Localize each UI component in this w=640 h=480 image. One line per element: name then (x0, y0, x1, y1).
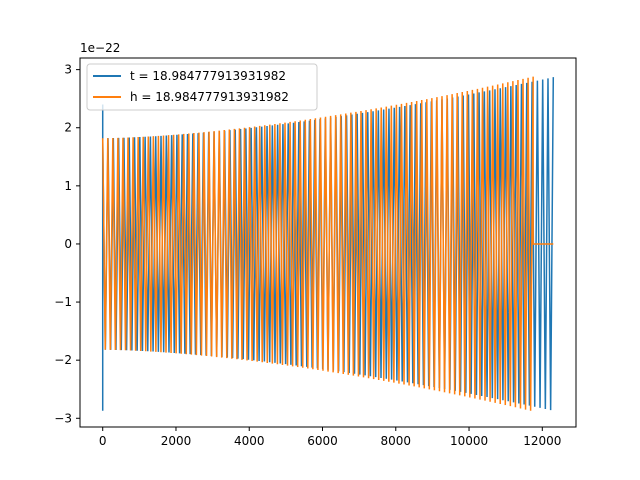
y-tick-label: −3 (54, 411, 72, 425)
legend: t = 18.984777913931982 h = 18.98477791393… (86, 63, 318, 111)
y-tick-label: 1 (64, 179, 72, 193)
series-h (101, 76, 554, 411)
y-offset-label: 1e−22 (80, 41, 120, 55)
y-tick-label: 0 (64, 237, 72, 251)
legend-label: h = 18.984777913931982 (130, 90, 289, 104)
x-tick-label: 8000 (380, 434, 411, 448)
series-layer (101, 76, 555, 411)
y-axis: −3 −2 −1 0 1 2 3 (54, 63, 80, 425)
y-tick-label: −1 (54, 295, 72, 309)
x-axis: 0 2000 4000 6000 8000 10000 12000 (99, 427, 561, 448)
x-tick-label: 2000 (161, 434, 192, 448)
y-tick-label: 3 (64, 63, 72, 77)
x-tick-label: 0 (99, 434, 107, 448)
series-line (101, 76, 554, 411)
legend-box (86, 63, 318, 111)
y-tick-label: −2 (54, 353, 72, 367)
y-tick-label: 2 (64, 121, 72, 135)
x-tick-label: 6000 (307, 434, 338, 448)
plot-frame (79, 57, 577, 428)
x-tick-label: 12000 (523, 434, 561, 448)
x-tick-label: 10000 (450, 434, 488, 448)
x-tick-label: 4000 (234, 434, 265, 448)
legend-label: t = 18.984777913931982 (130, 69, 286, 83)
